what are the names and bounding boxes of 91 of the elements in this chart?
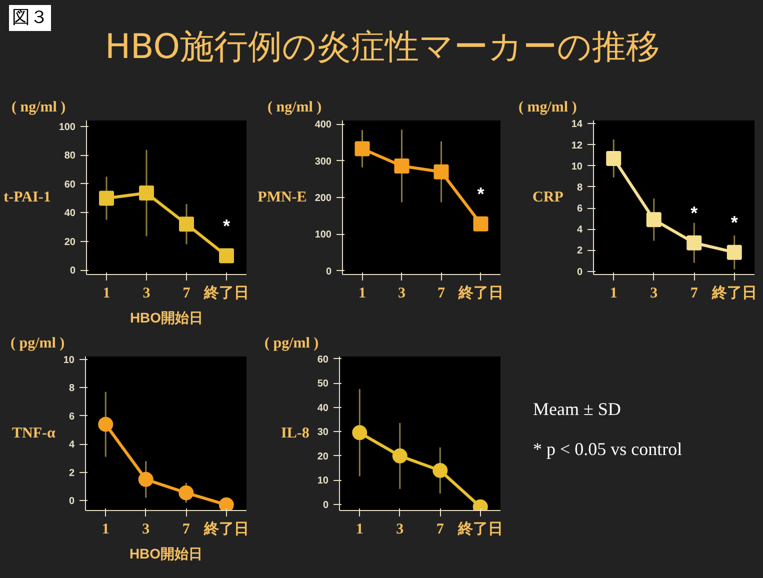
y-tick-label: 0: [576, 266, 583, 278]
text: Meam ± SD: [533, 398, 622, 421]
point: [98, 416, 114, 432]
x-tick-label: 3: [650, 286, 658, 302]
annotation: *: [730, 212, 738, 232]
y-tick-label: 80: [64, 150, 76, 162]
x-tick-label: 1: [102, 522, 110, 538]
text: * p < 0.05 vs control: [533, 438, 682, 461]
y-axis-title: ( ng/ml ): [268, 100, 322, 116]
y-tick-label: 30: [317, 427, 329, 438]
point: [726, 244, 742, 260]
x-axis-title: HBO開始日: [129, 546, 203, 562]
x-tick-label: 1: [102, 286, 110, 302]
x-tick-label: 7: [436, 522, 444, 538]
text: PMN-E: [258, 190, 307, 206]
annotation: *: [477, 184, 484, 204]
y-tick-label: 40: [64, 208, 76, 220]
y-tick-label: 10: [317, 476, 329, 487]
x-tick-label: 3: [142, 522, 150, 538]
x-tick-label: 終了日: [710, 284, 757, 302]
y-tick-label: 8: [576, 182, 583, 194]
y-tick-label: 0: [322, 500, 329, 511]
point: [606, 150, 622, 166]
y-tick-label: 60: [317, 354, 329, 366]
point: [218, 497, 234, 510]
y-tick-label: 8: [68, 383, 75, 394]
x-tick-label: 1: [356, 522, 364, 538]
point: [178, 485, 194, 500]
x-tick-label: 7: [438, 286, 446, 302]
x-tick-label: 終了日: [457, 284, 504, 302]
point: [352, 425, 368, 440]
y-tick-label: 20: [317, 451, 329, 462]
x-tick-label: 3: [398, 286, 406, 302]
text: t-PAI-1: [4, 190, 51, 206]
point: [392, 448, 408, 464]
x-tick-label: 1: [358, 286, 366, 302]
x-tick-label: 終了日: [202, 520, 249, 538]
y-tick-label: 6: [576, 204, 583, 215]
point: [686, 235, 702, 250]
y-axis-title: ( pg/ml ): [264, 336, 319, 352]
text: TNF-α: [12, 426, 56, 442]
y-tick-label: 2: [576, 246, 583, 257]
y-tick-label: 10: [571, 161, 583, 172]
point: [432, 462, 448, 478]
x-tick-label: 3: [142, 286, 150, 302]
point: [179, 216, 194, 232]
x-tick-label: 終了日: [203, 284, 249, 302]
y-tick-label: 4: [68, 440, 75, 451]
y-tick-label: 60: [64, 179, 76, 190]
text: HBO施行例の炎症性マーカーの推移: [104, 27, 660, 67]
y-tick-label: 20: [64, 236, 76, 248]
x-tick-label: 7: [182, 286, 191, 302]
y-tick-label: 6: [68, 411, 75, 422]
y-tick-label: 2: [68, 468, 75, 479]
y-tick-label: 0: [70, 266, 76, 277]
x-tick-label: 7: [182, 522, 190, 538]
x-axis-title: HBO開始日: [130, 310, 204, 326]
point: [434, 164, 449, 180]
y-tick-label: 300: [314, 156, 332, 168]
y-tick-label: 10: [63, 354, 75, 366]
annotation: *: [690, 202, 698, 223]
point: [394, 158, 410, 174]
annotation: *: [223, 216, 230, 236]
y-tick-label: 0: [326, 266, 332, 278]
y-tick-label: 4: [576, 224, 583, 236]
y-axis-title: ( mg/ml ): [518, 100, 577, 116]
point: [646, 212, 662, 228]
point: [138, 472, 154, 487]
point: [354, 141, 370, 156]
x-tick-label: 3: [396, 522, 404, 538]
y-axis-title: ( pg/ml ): [10, 336, 65, 352]
y-tick-label: 12: [571, 140, 583, 152]
y-tick-label: 100: [314, 230, 332, 241]
y-tick-label: 400: [314, 120, 332, 131]
y-axis-title: ( ng/ml ): [12, 100, 66, 116]
y-tick-label: 40: [317, 402, 329, 414]
text: CRP: [532, 190, 564, 206]
point: [139, 186, 154, 201]
y-tick-label: 50: [317, 378, 329, 390]
x-tick-label: 7: [690, 286, 698, 302]
y-tick-label: 14: [571, 119, 583, 130]
x-tick-label: 1: [610, 286, 618, 302]
text: IL-8: [281, 426, 310, 442]
y-tick-label: 0: [68, 496, 75, 508]
y-tick-label: 100: [58, 122, 76, 133]
point: [473, 216, 488, 232]
y-tick-label: 200: [314, 193, 332, 204]
x-tick-label: 終了日: [456, 520, 503, 538]
caption: 図３: [9, 5, 51, 31]
point: [99, 190, 114, 206]
point: [219, 248, 234, 264]
